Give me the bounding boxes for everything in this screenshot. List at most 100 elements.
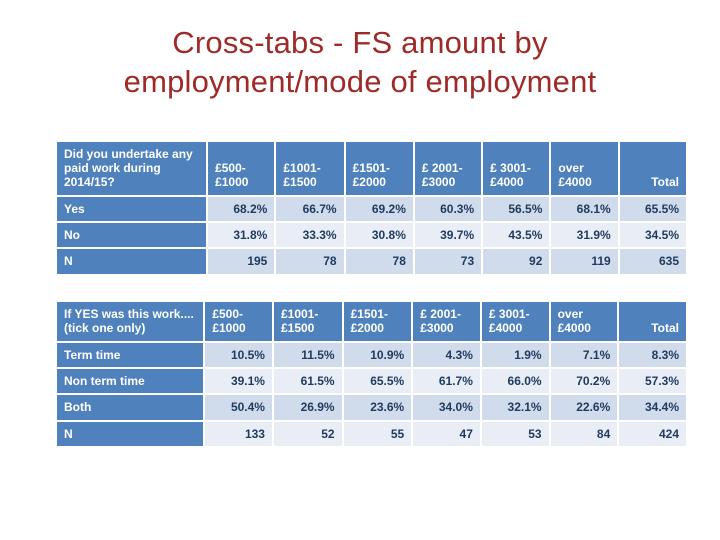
column-header-line: £1001- [283, 160, 321, 175]
data-row: Both 50.4% 26.9% 23.6% 34.0% 32.1% 22.6% 34.4% [57, 395, 686, 420]
column-header-line: £4000 [488, 321, 523, 336]
question-cell: If YES was this work.... (tick one only) [57, 301, 204, 341]
row-label: N [57, 421, 204, 447]
value-cell: 1.9% [481, 342, 549, 368]
value-cell: 52 [273, 421, 342, 447]
column-header-line: £1001- [280, 306, 319, 321]
column-header-line: £ 2001- [420, 306, 461, 321]
row-label: Both [57, 395, 204, 420]
value-cell: 10.9% [343, 342, 412, 368]
column-header-line: £ 3001- [490, 160, 531, 175]
column-header-line: £1500 [283, 175, 317, 190]
value-cell: 195 [208, 249, 275, 274]
slide-title: Cross-tabs - FS amount by employment/mod… [32, 24, 688, 102]
value-cell: 84 [550, 421, 618, 447]
column-header: £ 2001- £3000 [414, 141, 482, 195]
row-label: Non term time [57, 369, 204, 394]
column-header: £1001- £1500 [276, 141, 344, 195]
value-cell: 23.6% [343, 395, 412, 420]
value-cell: 50.4% [205, 395, 272, 420]
column-header-line: £ 3001- [488, 306, 530, 321]
column-header: Total [619, 301, 686, 341]
column-header: £ 3001- £4000 [481, 301, 549, 341]
value-cell: 4.3% [413, 342, 480, 368]
column-header-line: £500- [212, 306, 244, 321]
employment-crosstab-table-container: Did you undertake any paid work during 2… [55, 140, 688, 276]
value-cell: 60.3% [414, 196, 482, 222]
column-header-line: £3000 [420, 321, 454, 336]
column-header: Total [619, 141, 686, 195]
value-cell: 66.0% [481, 369, 549, 394]
column-header-line: £1501- [352, 160, 390, 175]
value-cell: 22.6% [550, 395, 618, 420]
column-header: £500- £1000 [208, 141, 275, 195]
column-header-line: £2000 [350, 321, 384, 336]
value-cell: 56.5% [483, 196, 550, 222]
value-cell: 34.5% [619, 223, 686, 248]
data-row: No 31.8% 33.3% 30.8% 39.7% 43.5% 31.9% 34.5% [57, 223, 686, 248]
column-header-line: £1501- [350, 306, 388, 321]
data-row: Term time 10.5% 11.5% 10.9% 4.3% 1.9% 7.1% 8.3% [57, 342, 686, 368]
value-cell: 11.5% [273, 342, 342, 368]
value-cell: 39.7% [414, 223, 482, 248]
value-cell: 34.4% [619, 395, 686, 420]
value-cell: 34.0% [413, 395, 480, 420]
header-row: Did you undertake any paid work during 2… [57, 141, 686, 195]
row-label: Term time [57, 342, 204, 368]
column-header-line: £1500 [280, 321, 315, 336]
value-cell: 65.5% [343, 369, 412, 394]
value-cell: 68.2% [208, 196, 275, 222]
crosstab-table: If YES was this work.... (tick one only)… [55, 300, 688, 448]
value-cell: 55 [343, 421, 412, 447]
value-cell: 68.1% [551, 196, 618, 222]
value-cell: 53 [481, 421, 549, 447]
column-header-line: £ 2001- [421, 160, 463, 175]
value-cell: 424 [619, 421, 686, 447]
value-cell: 57.3% [619, 369, 686, 394]
row-label: No [57, 223, 207, 248]
value-cell: 635 [619, 249, 686, 274]
row-label: N [57, 249, 207, 274]
column-header-line: Total [651, 175, 679, 190]
value-cell: 8.3% [619, 342, 686, 368]
data-row: N 133 52 55 47 53 84 424 [57, 421, 686, 447]
value-cell: 119 [551, 249, 618, 274]
column-header-line: £4000 [558, 175, 592, 190]
value-cell: 78 [345, 249, 413, 274]
tables-area: Did you undertake any paid work during 2… [32, 140, 688, 449]
data-row: N 195 78 78 73 92 119 635 [57, 249, 686, 274]
column-header-line: over [557, 306, 583, 321]
value-cell: 61.7% [413, 369, 480, 394]
slide-title-line-2: employment/mode of employment [123, 63, 597, 99]
value-cell: 66.7% [276, 196, 344, 222]
column-header-line: £3000 [421, 175, 456, 190]
question-cell: Did you undertake any paid work during 2… [57, 141, 207, 195]
column-header-line: £4000 [490, 175, 524, 190]
value-cell: 10.5% [205, 342, 272, 368]
column-header-line: £1000 [215, 175, 249, 190]
value-cell: 39.1% [205, 369, 272, 394]
value-cell: 47 [413, 421, 480, 447]
value-cell: 31.8% [208, 223, 275, 248]
value-cell: 26.9% [273, 395, 342, 420]
row-label: Yes [57, 196, 207, 222]
column-header: over £4000 [551, 141, 618, 195]
data-row: Yes 68.2% 66.7% 69.2% 60.3% 56.5% 68.1% 65.5% [57, 196, 686, 222]
header-row: If YES was this work.... (tick one only)… [57, 301, 686, 341]
value-cell: 92 [483, 249, 550, 274]
value-cell: 33.3% [276, 223, 344, 248]
column-header: £ 3001- £4000 [483, 141, 550, 195]
column-header: £ 2001- £3000 [413, 301, 480, 341]
column-header-line: £500- [215, 160, 246, 175]
value-cell: 32.1% [481, 395, 549, 420]
value-cell: 78 [276, 249, 344, 274]
value-cell: 65.5% [619, 196, 686, 222]
crosstab-table: Did you undertake any paid work during 2… [55, 140, 688, 276]
value-cell: 61.5% [273, 369, 342, 394]
value-cell: 7.1% [550, 342, 618, 368]
column-header: over £4000 [550, 301, 618, 341]
value-cell: 133 [205, 421, 272, 447]
column-header: £500- £1000 [205, 301, 272, 341]
column-header-line: £1000 [212, 321, 246, 336]
